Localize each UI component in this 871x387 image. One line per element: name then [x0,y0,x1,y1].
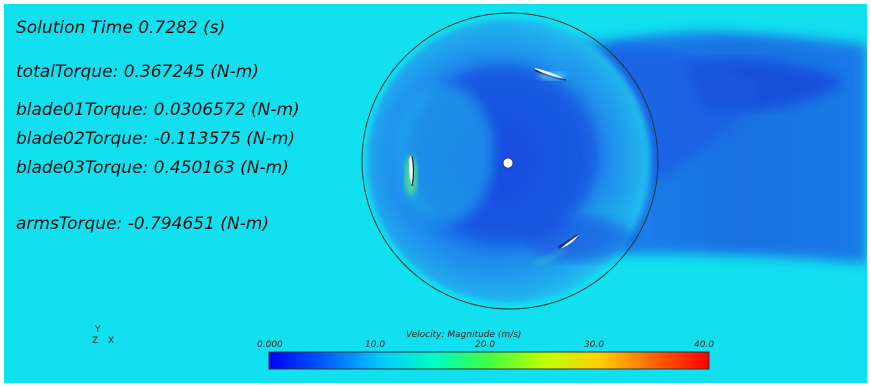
triad-x-label: X [108,336,115,346]
blade02-torque-label: blade02Torque: -0.113575 (N-m) [16,129,295,149]
triad-y-label: Y [95,325,101,335]
total-torque-label: totalTorque: 0.367245 (N-m) [16,62,259,82]
blade-01 [534,68,567,81]
rotor-outline [361,12,659,310]
velocity-field [268,12,867,370]
legend-color-bar [268,351,710,370]
rotor-hub [502,157,514,169]
arms-torque-label: armsTorque: -0.794651 (N-m) [16,214,269,234]
simulation-viewport[interactable]: Solution Time 0.7282 (s) totalTorque: 0.… [4,4,867,383]
blade-02 [405,155,417,196]
blade-03 [533,234,580,265]
triad-z-label: Z [92,336,99,346]
blade01-torque-label: blade01Torque: 0.0306572 (N-m) [16,100,300,120]
solution-time-label: Solution Time 0.7282 (s) [16,18,226,38]
blade03-torque-label: blade03Torque: 0.450163 (N-m) [16,158,289,178]
